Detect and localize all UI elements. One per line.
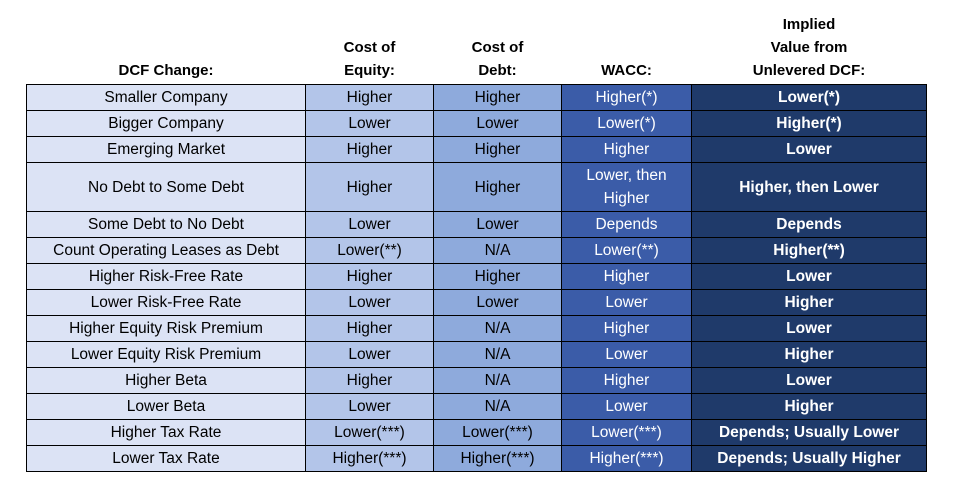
cost-of-debt-cell: Higher <box>433 136 562 163</box>
cost-of-equity-cell: Lower <box>305 289 434 316</box>
implied-value-cell: Higher(**) <box>691 237 927 264</box>
wacc-cell: Higher <box>561 136 692 163</box>
dcf-change-cell: Smaller Company <box>26 84 306 111</box>
cost-of-equity-cell: Higher <box>305 136 434 163</box>
wacc-cell: Lower <box>561 393 692 420</box>
table-row: Emerging Market Higher Higher Higher Lower <box>26 136 927 163</box>
table-row: Lower Tax Rate Higher(***) Higher(***) High… <box>26 445 927 472</box>
cost-of-debt-cell: Higher <box>433 84 562 111</box>
dcf-change-cell: Higher Beta <box>26 367 306 394</box>
cost-of-equity-cell: Higher <box>305 315 434 342</box>
wacc-cell: Higher <box>561 315 692 342</box>
table-body: Smaller Company Higher Higher Higher(*) Lowe… <box>26 84 927 472</box>
cost-of-equity-cell: Lower <box>305 341 434 368</box>
implied-value-cell: Lower <box>691 263 927 290</box>
header-dcf-change: DCF Change: <box>118 62 214 79</box>
dcf-change-cell: Bigger Company <box>26 110 306 137</box>
wacc-cell: Lower <box>561 341 692 368</box>
cost-of-debt-cell: Higher <box>433 162 562 212</box>
table-row: Higher Beta Higher N/A Higher Lower <box>26 367 927 394</box>
dcf-change-cell: Lower Risk-Free Rate <box>26 289 306 316</box>
table-row: Smaller Company Higher Higher Higher(*) Lowe… <box>26 84 927 111</box>
cost-of-debt-cell: Higher <box>433 263 562 290</box>
implied-value-cell: Lower <box>691 315 927 342</box>
implied-value-cell: Higher, then Lower <box>691 162 927 212</box>
wacc-cell: Lower, then Higher <box>561 162 692 212</box>
cost-of-equity-cell: Lower <box>305 393 434 420</box>
cost-of-equity-cell: Lower(***) <box>305 419 434 446</box>
wacc-cell: Lower(***) <box>561 419 692 446</box>
table-row: Higher Tax Rate Lower(***) Lower(***) Lower… <box>26 419 927 446</box>
dcf-change-cell: Lower Beta <box>26 393 306 420</box>
cost-of-debt-cell: N/A <box>433 237 562 264</box>
cost-of-equity-cell: Lower <box>305 110 434 137</box>
dcf-change-cell: Count Operating Leases as Debt <box>26 237 306 264</box>
table-row: Lower Beta Lower N/A Lower Higher <box>26 393 927 420</box>
implied-value-cell: Lower(*) <box>691 84 927 111</box>
dcf-change-table: DCF Change: Cost of Equity: Cost of Debt… <box>26 6 927 472</box>
dcf-change-cell: No Debt to Some Debt <box>26 162 306 212</box>
cost-of-equity-cell: Higher <box>305 367 434 394</box>
cost-of-debt-cell: N/A <box>433 341 562 368</box>
implied-value-cell: Depends <box>691 211 927 238</box>
cost-of-debt-cell: Lower(***) <box>433 419 562 446</box>
table-row: Bigger Company Lower Lower Lower(*) Higher(*… <box>26 110 927 137</box>
cost-of-debt-cell: N/A <box>433 393 562 420</box>
dcf-change-cell: Lower Tax Rate <box>26 445 306 472</box>
dcf-table-container: DCF Change: Cost of Equity: Cost of Debt… <box>26 6 927 472</box>
header-cost-of-equity: Cost of Equity: <box>343 39 396 79</box>
cost-of-debt-cell: Higher(***) <box>433 445 562 472</box>
cost-of-debt-cell: Lower <box>433 211 562 238</box>
wacc-cell: Lower(**) <box>561 237 692 264</box>
implied-value-cell: Higher(*) <box>691 110 927 137</box>
implied-value-cell: Depends; Usually Lower <box>691 419 927 446</box>
dcf-change-cell: Emerging Market <box>26 136 306 163</box>
wacc-cell: Higher <box>561 367 692 394</box>
wacc-cell: Higher(***) <box>561 445 692 472</box>
table-row: Lower Equity Risk Premium Lower N/A Lower Hi… <box>26 341 927 368</box>
dcf-change-cell: Lower Equity Risk Premium <box>26 341 306 368</box>
header-row: DCF Change: Cost of Equity: Cost of Debt… <box>27 6 927 85</box>
cost-of-debt-cell: N/A <box>433 315 562 342</box>
table-row: Higher Equity Risk Premium Higher N/A Highe… <box>26 315 927 342</box>
table-row: Some Debt to No Debt Lower Lower Depends Dep… <box>26 211 927 238</box>
cost-of-debt-cell: N/A <box>433 367 562 394</box>
implied-value-cell: Higher <box>691 393 927 420</box>
table-row: Higher Risk-Free Rate Higher Higher Higher L… <box>26 263 927 290</box>
implied-value-cell: Depends; Usually Higher <box>691 445 927 472</box>
implied-value-cell: Lower <box>691 136 927 163</box>
implied-value-cell: Lower <box>691 367 927 394</box>
cost-of-debt-cell: Lower <box>433 110 562 137</box>
wacc-cell: Higher <box>561 263 692 290</box>
dcf-change-cell: Higher Risk-Free Rate <box>26 263 306 290</box>
cost-of-equity-cell: Higher <box>305 263 434 290</box>
cost-of-equity-cell: Lower <box>305 211 434 238</box>
dcf-change-cell: Some Debt to No Debt <box>26 211 306 238</box>
table-row: Count Operating Leases as Debt Lower(**) N… <box>26 237 927 264</box>
implied-value-cell: Higher <box>691 289 927 316</box>
implied-value-cell: Higher <box>691 341 927 368</box>
header-cost-of-debt: Cost of Debt: <box>471 39 524 79</box>
table-row: No Debt to Some Debt Higher Higher Lower, t… <box>26 162 927 212</box>
dcf-change-cell: Higher Equity Risk Premium <box>26 315 306 342</box>
header-implied-value: Implied Value from Unlevered DCF: <box>752 16 866 79</box>
wacc-cell: Higher(*) <box>561 84 692 111</box>
cost-of-equity-cell: Lower(**) <box>305 237 434 264</box>
cost-of-equity-cell: Higher <box>305 162 434 212</box>
wacc-cell: Lower <box>561 289 692 316</box>
wacc-cell: Lower(*) <box>561 110 692 137</box>
wacc-cell: Depends <box>561 211 692 238</box>
header-wacc: WACC: <box>601 62 652 79</box>
table-row: Lower Risk-Free Rate Lower Lower Lower Highe… <box>26 289 927 316</box>
cost-of-equity-cell: Higher <box>305 84 434 111</box>
cost-of-debt-cell: Lower <box>433 289 562 316</box>
dcf-change-cell: Higher Tax Rate <box>26 419 306 446</box>
cost-of-equity-cell: Higher(***) <box>305 445 434 472</box>
